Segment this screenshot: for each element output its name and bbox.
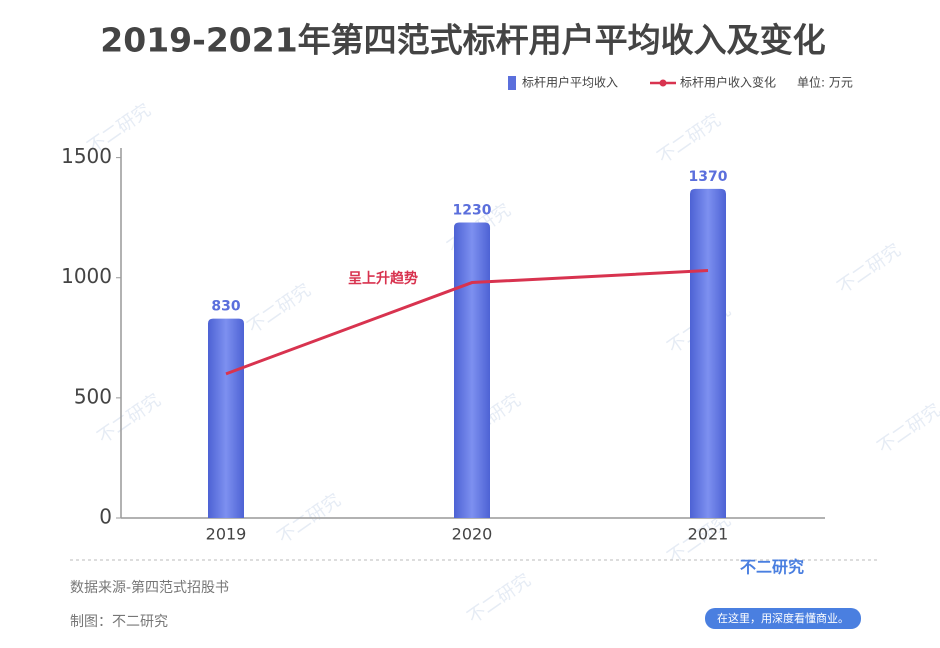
y-tick-label: 1500 — [61, 144, 112, 168]
x-tick-label: 2020 — [452, 525, 493, 544]
bar — [454, 222, 490, 518]
logo: 不二研究 — [740, 558, 804, 577]
x-tick-label: 2019 — [206, 525, 247, 544]
data-label: 830 — [211, 299, 240, 315]
y-tick-label: 500 — [74, 384, 112, 408]
watermark: 不二研究 — [274, 490, 345, 548]
x-tick-label: 2021 — [688, 525, 729, 544]
unit-label: 单位: 万元 — [797, 75, 853, 90]
watermark: 不二研究 — [654, 110, 725, 168]
data-label: 1370 — [689, 169, 728, 185]
annotation: 呈上升趋势 — [348, 270, 418, 287]
watermark: 不二研究 — [874, 400, 940, 458]
legend-swatch — [508, 76, 516, 90]
credit: 制图：不二研究 — [70, 614, 168, 630]
legend-swatch — [659, 79, 667, 87]
watermark: 不二研究 — [244, 280, 315, 338]
watermark: 不二研究 — [464, 570, 535, 628]
chart-title: 2019-2021年第四范式标杆用户平均收入及变化 — [100, 21, 825, 60]
slogan-pill — [705, 608, 861, 629]
data-label: 1230 — [453, 202, 492, 218]
y-tick-label: 0 — [99, 505, 112, 529]
legend-label: 标杆用户平均收入 — [522, 75, 618, 90]
bar — [208, 318, 244, 518]
source: 数据来源-第四范式招股书 — [70, 579, 229, 596]
line — [225, 269, 709, 376]
slogan: 在这里，用深度看懂商业。 — [717, 611, 849, 625]
y-tick-label: 1000 — [61, 264, 112, 288]
bar — [690, 188, 726, 518]
watermark: 不二研究 — [834, 240, 905, 298]
legend-label: 标杆用户收入变化 — [680, 75, 776, 90]
